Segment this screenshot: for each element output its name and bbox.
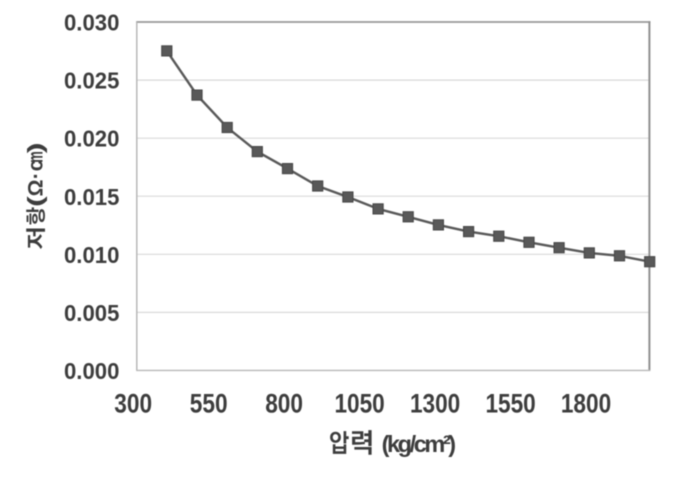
svg-text:300: 300 — [114, 389, 152, 419]
svg-text:0.000: 0.000 — [64, 358, 119, 384]
svg-text:0.005: 0.005 — [64, 300, 120, 326]
svg-text:1550: 1550 — [485, 389, 535, 419]
svg-text:(: ( — [23, 195, 47, 207]
svg-text:0.030: 0.030 — [64, 10, 119, 36]
svg-text:): ) — [23, 142, 47, 153]
svg-text:Ω: Ω — [25, 179, 48, 196]
svg-text:0.015: 0.015 — [64, 184, 120, 210]
svg-text:(kg/cm²): (kg/cm²) — [382, 431, 457, 457]
svg-text:0.010: 0.010 — [64, 242, 119, 268]
svg-text:1300: 1300 — [410, 389, 460, 419]
svg-text:m: m — [23, 151, 47, 163]
svg-text:1050: 1050 — [334, 389, 384, 419]
svg-text:800: 800 — [265, 389, 303, 419]
svg-text:0.025: 0.025 — [64, 68, 120, 94]
svg-text:0.020: 0.020 — [64, 126, 119, 152]
svg-text:1800: 1800 — [561, 389, 611, 419]
svg-text:550: 550 — [190, 389, 228, 419]
svg-text:·: · — [25, 172, 48, 179]
svg-text:c: c — [25, 159, 48, 171]
